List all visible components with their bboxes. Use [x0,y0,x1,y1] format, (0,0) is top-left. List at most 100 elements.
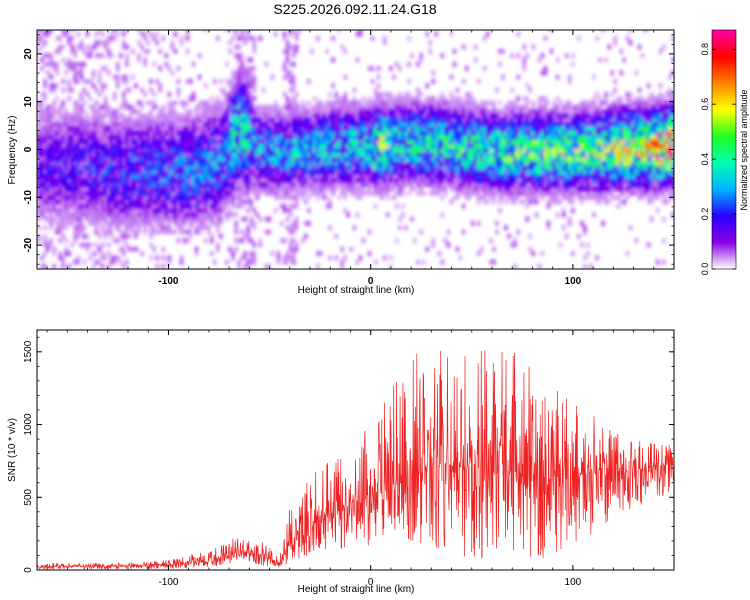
heatmap-cell [106,220,111,226]
heatmap-cell [549,126,554,132]
heatmap-cell [194,152,199,158]
heatmap-cell [143,182,147,188]
heatmap-cell [64,147,69,153]
heatmap-cell [167,195,172,201]
heatmap-cell [346,143,351,149]
heatmap-cell [155,212,160,218]
heatmap-cell [112,182,117,188]
heatmap-cell [55,199,59,205]
heatmap-cell [209,130,214,136]
heatmap-cell [534,169,539,175]
heatmap-cell [40,152,44,158]
heatmap-cell [434,156,439,162]
heatmap-cell [467,139,472,145]
heatmap-cell [231,35,235,41]
heatmap-cell [243,186,248,192]
heatmap-cell [212,100,217,106]
heatmap-cell [109,255,114,261]
heatmap-cell [228,104,232,110]
heatmap-cell [476,78,481,84]
heatmap-cell [297,182,302,188]
heatmap-cell [276,113,281,119]
heatmap-cell [373,143,378,149]
heatmap-cell [109,53,114,59]
heatmap-cell [479,139,484,145]
heatmap-cell [91,190,96,196]
heatmap-cell [164,216,169,222]
heatmap-cell [106,242,111,248]
heatmap-cell [382,104,387,110]
heatmap-cell [222,169,226,175]
heatmap-cell [470,156,475,162]
heatmap-cell [431,173,436,179]
heatmap-cell [203,100,208,106]
heatmap-cell [485,31,490,37]
heatmap-cell [501,139,505,145]
heatmap-cell [313,130,317,136]
heatmap-cell [388,263,393,269]
heatmap-cell [546,165,551,171]
heatmap-cell [294,173,299,179]
heatmap-cell [476,190,481,196]
heatmap-cell [416,139,420,145]
heatmap-cell [367,190,372,196]
heatmap-cell [316,177,320,183]
heatmap-cell [455,139,460,145]
heatmap-cell [349,117,354,123]
heatmap-cell [385,126,390,132]
heatmap-cell [118,186,123,192]
heatmap-cell [43,195,47,201]
heatmap-cell [52,195,56,201]
heatmap-cell [246,169,251,175]
heatmap-cell [349,130,354,136]
heatmap-cell [206,195,211,201]
heatmap-cell [382,134,387,140]
heatmap-cell [501,182,505,188]
heatmap-cell [267,126,272,132]
heatmap-cell [137,216,141,222]
heatmap-cell [52,177,56,183]
heatmap-cell [407,78,411,84]
heatmap-cell [537,109,542,115]
heatmap-cell [325,117,329,123]
heatmap-cell [413,121,417,127]
heatmap-cell [343,126,348,132]
heatmap-cell [501,160,505,166]
heatmap-cell [73,165,78,171]
heatmap-cell [431,182,436,188]
heatmap-cell [288,225,293,231]
heatmap-cell [131,156,135,162]
heatmap-cell [158,225,163,231]
heatmap-cell [401,143,405,149]
heatmap-cell [118,126,123,132]
heatmap-cell [179,208,184,214]
heatmap-cell [522,57,527,63]
heatmap-cell [352,165,357,171]
heatmap-cell [428,117,433,123]
heatmap-cell [158,190,163,196]
heatmap-cell [349,160,354,166]
heatmap-cell [100,130,105,136]
heatmap-cell [128,220,132,226]
heatmap-cell [46,246,50,252]
heatmap-cell [46,61,50,67]
heatmap-cell [431,147,436,153]
heatmap-cell [300,126,305,132]
heatmap-cell [537,139,542,145]
heatmap-cell [49,182,53,188]
heatmap-cell [100,216,105,222]
heatmap-cell [222,104,226,110]
heatmap-cell [94,229,99,235]
heatmap-cell [252,117,257,123]
heatmap-cell [407,173,411,179]
heatmap-cell [155,229,160,235]
heatmap-cell [228,160,232,166]
heatmap-cell [407,147,411,153]
heatmap-cell [461,130,466,136]
heatmap-cell [109,130,114,136]
heatmap-cell [291,109,296,115]
heatmap-cell [252,44,257,50]
heatmap-cell [313,117,317,123]
heatmap-cell [237,182,241,188]
heatmap-cell [273,160,278,166]
